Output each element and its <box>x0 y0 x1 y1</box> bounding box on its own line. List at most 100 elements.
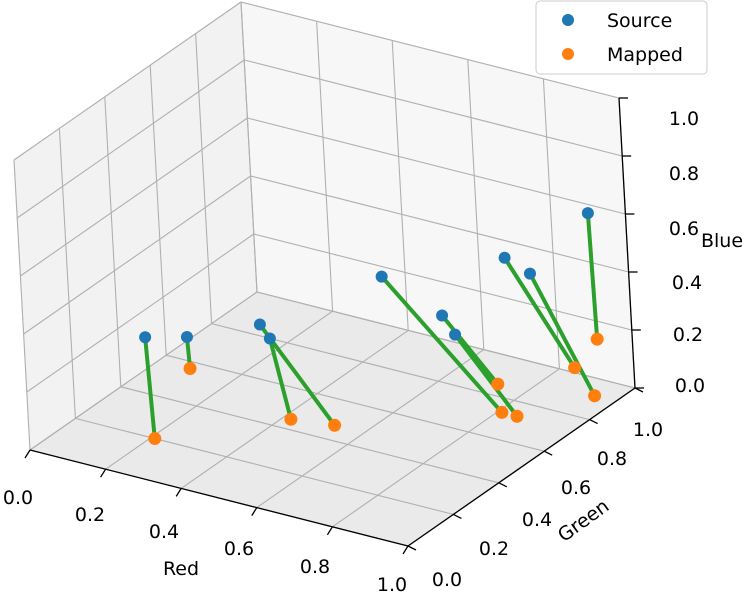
y-gridline <box>166 354 545 452</box>
mapped-point <box>510 409 524 423</box>
legend-mapped-label: Mapped <box>607 44 683 66</box>
x-tick-mark <box>402 545 409 555</box>
y-gridline <box>195 33 213 324</box>
y-tick-mark <box>543 450 553 456</box>
source-point <box>180 330 193 343</box>
y-tick-mark <box>453 513 462 519</box>
z-tick-labels: 0.0 0.2 0.4 0.6 0.8 1.0 <box>669 108 705 397</box>
y-gridline <box>75 417 454 515</box>
x-axis-label: Red <box>163 558 199 580</box>
y-tick-label: 0.2 <box>479 538 509 560</box>
z-tick-label: 0.4 <box>672 272 702 294</box>
z-gridline <box>240 1 620 99</box>
source-point <box>263 332 276 345</box>
y-axis-label: Green <box>554 495 613 547</box>
mapped-point <box>568 361 582 375</box>
mapping-connector <box>143 335 157 441</box>
z-gridline <box>16 59 245 219</box>
source-point <box>375 270 388 283</box>
x-tick-labels: 0.0 0.2 0.4 0.6 0.8 1.0 <box>3 487 407 596</box>
z-gridline <box>20 117 248 277</box>
x-tick-mark <box>251 507 258 516</box>
legend: Source Mapped <box>535 0 708 75</box>
z-gridline <box>26 233 255 393</box>
y-tick-label: 0.6 <box>561 477 591 499</box>
x-gridline <box>105 310 333 470</box>
z-tick-label: 1.0 <box>669 108 699 130</box>
mapping-connector <box>267 336 293 422</box>
z-tick-label: 0.0 <box>675 375 705 397</box>
mapped-point <box>183 361 197 375</box>
x-axis-line <box>29 449 409 547</box>
z-gridline <box>13 1 242 161</box>
x-tick-label: 0.4 <box>149 521 179 543</box>
z-gridline <box>253 233 632 331</box>
y-tick-label: 1.0 <box>633 419 663 441</box>
source-point <box>449 328 462 341</box>
x-tick-label: 0.2 <box>75 504 105 526</box>
source-point <box>436 309 449 322</box>
y-gridline <box>104 96 122 387</box>
y-gridline <box>120 386 499 484</box>
x-tick-mark <box>24 449 31 459</box>
x-tick-mark <box>326 526 333 536</box>
data-points <box>139 207 604 446</box>
source-point <box>253 318 266 331</box>
z-tick-label: 0.6 <box>669 218 699 240</box>
mapping-connector <box>440 313 500 387</box>
y-tick-mark <box>498 482 508 488</box>
y-tick-label: 0.0 <box>432 569 462 591</box>
y-tick-labels: 0.0 0.2 0.4 0.6 0.8 1.0 <box>432 419 663 591</box>
tick-marks <box>24 97 644 555</box>
mapping-connector <box>527 271 597 398</box>
mapped-point <box>148 432 162 446</box>
z-gridline <box>247 117 626 215</box>
z-tick-label: 0.2 <box>673 324 703 346</box>
y-gridline <box>13 159 31 451</box>
legend-source-label: Source <box>607 10 672 32</box>
mapping-connector <box>379 274 504 415</box>
x-gridline <box>391 40 409 331</box>
z-gridline <box>29 291 258 451</box>
y-tick-mark <box>589 419 598 425</box>
mapped-point <box>588 389 602 403</box>
y-gridline <box>149 65 167 356</box>
y-gridline <box>58 128 76 419</box>
mapped-point <box>328 418 342 432</box>
y-tick-mark <box>634 387 644 393</box>
z-axis-line <box>618 97 636 389</box>
x-tick-label: 0.0 <box>3 487 33 509</box>
source-point <box>581 207 594 220</box>
x-tick-label: 0.8 <box>300 556 330 578</box>
x-gridline <box>316 21 334 312</box>
mapped-point <box>284 412 298 426</box>
mapping-connector <box>453 332 520 419</box>
y-axis-line <box>407 387 636 547</box>
source-point <box>139 331 152 344</box>
mapping-connector <box>585 211 600 342</box>
z-tick-label: 0.8 <box>669 163 699 185</box>
z-gridline <box>250 175 629 273</box>
z-axis-label: Blue <box>701 230 743 252</box>
z-gridline <box>244 59 623 157</box>
axes-panes <box>13 1 637 547</box>
x-gridline <box>256 349 485 509</box>
x-tick-label: 1.0 <box>377 574 407 596</box>
z-gridline <box>23 175 251 335</box>
mapping-connector <box>502 255 577 370</box>
x-tick-mark <box>100 468 107 478</box>
x-tick-mark <box>175 488 182 497</box>
x-tick-label: 0.6 <box>224 538 254 560</box>
source-point <box>498 251 511 264</box>
y-tick-label: 0.4 <box>522 509 552 531</box>
y-tick-mark <box>407 545 417 551</box>
source-point <box>523 267 536 280</box>
legend-mapped-marker <box>562 48 574 60</box>
mapped-point <box>491 377 505 391</box>
legend-source-marker <box>562 14 574 26</box>
y-tick-label: 0.8 <box>597 448 627 470</box>
mapped-point <box>590 332 604 346</box>
mapping-connectors <box>143 211 600 441</box>
mapped-point <box>495 405 509 419</box>
